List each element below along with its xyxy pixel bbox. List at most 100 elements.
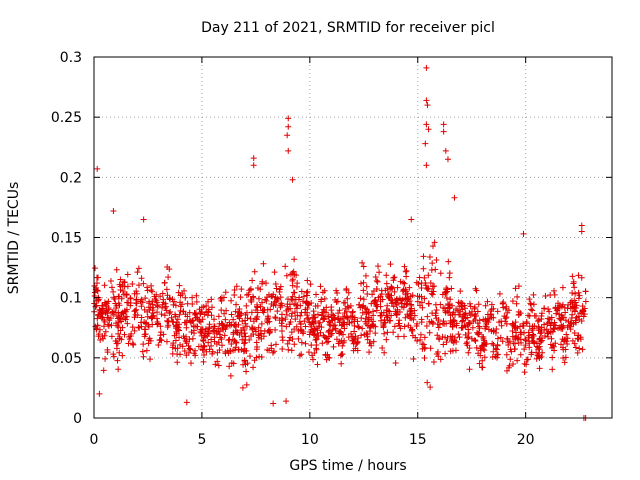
data-point (132, 307, 139, 314)
data-point (356, 324, 363, 331)
data-point (526, 340, 533, 347)
data-point (369, 291, 376, 298)
data-point (113, 345, 120, 352)
data-point (216, 347, 223, 354)
data-point (114, 315, 121, 322)
data-point (403, 267, 410, 274)
data-point (558, 324, 565, 331)
data-point (444, 156, 451, 163)
data-point (536, 365, 543, 372)
data-point (222, 289, 229, 296)
data-point (357, 280, 364, 287)
data-point (285, 147, 292, 154)
data-point (445, 258, 452, 265)
data-point (539, 349, 546, 356)
data-point (195, 343, 202, 350)
data-point (115, 366, 122, 373)
data-point (416, 302, 423, 309)
data-point (263, 297, 270, 304)
data-point (202, 326, 209, 333)
data-point (228, 359, 235, 366)
data-point (373, 285, 380, 292)
data-point (294, 312, 301, 319)
data-point (200, 338, 207, 344)
data-point (250, 162, 257, 169)
data-point (228, 297, 235, 304)
data-point (488, 314, 495, 321)
data-point (321, 315, 328, 322)
data-point (494, 354, 501, 361)
data-point (370, 338, 377, 345)
data-point (406, 314, 413, 321)
data-point (419, 340, 426, 347)
data-point (386, 317, 393, 324)
data-point (308, 342, 315, 349)
data-point (106, 317, 113, 324)
data-point (323, 335, 330, 342)
data-point (218, 342, 225, 349)
data-point (405, 296, 412, 303)
data-point (227, 372, 234, 379)
data-point (277, 294, 284, 301)
data-point (561, 359, 568, 366)
data-point (286, 337, 293, 344)
data-point (551, 326, 558, 333)
data-point (272, 341, 279, 348)
data-point (102, 301, 109, 308)
data-point (205, 339, 212, 346)
data-point (515, 340, 522, 347)
data-point (414, 337, 421, 344)
data-point (562, 309, 569, 316)
data-point (358, 332, 365, 339)
data-point (173, 330, 180, 337)
data-point (243, 291, 250, 298)
data-point (242, 336, 249, 343)
data-point (235, 321, 242, 328)
data-point (557, 341, 564, 348)
x-tick-label: 10 (301, 432, 319, 448)
data-point (333, 299, 340, 306)
data-point (381, 320, 388, 327)
data-point (233, 301, 240, 308)
data-point (434, 348, 441, 355)
data-point (578, 222, 585, 229)
data-point (336, 319, 343, 326)
data-point (440, 128, 447, 135)
data-point (390, 303, 397, 310)
data-point (153, 291, 160, 298)
data-point (293, 283, 300, 290)
data-point (297, 302, 304, 309)
data-point (561, 336, 568, 343)
data-point (182, 294, 189, 301)
data-point (145, 337, 152, 344)
data-point (426, 318, 433, 325)
data-point (517, 331, 524, 338)
data-point (209, 348, 216, 355)
data-point (548, 335, 555, 342)
data-point (290, 289, 297, 296)
data-point (332, 327, 339, 334)
data-point (437, 356, 444, 363)
data-point (243, 368, 250, 375)
data-point (406, 284, 413, 291)
data-point (572, 299, 579, 306)
x-tick-label: 20 (517, 432, 535, 448)
y-tick-label: 0.15 (51, 231, 82, 247)
data-point (526, 296, 533, 303)
data-point (285, 346, 292, 353)
data-point (430, 359, 437, 366)
data-point (473, 344, 480, 351)
data-point (401, 300, 408, 307)
data-point (186, 345, 193, 352)
data-point (110, 311, 117, 318)
data-point (429, 260, 436, 267)
data-point (250, 364, 257, 371)
data-point (249, 277, 256, 284)
data-point (351, 316, 358, 323)
data-point (522, 342, 529, 349)
data-point (496, 290, 503, 297)
data-point (492, 345, 499, 352)
data-point (424, 313, 431, 320)
data-point (208, 312, 215, 319)
data-point (278, 320, 285, 327)
